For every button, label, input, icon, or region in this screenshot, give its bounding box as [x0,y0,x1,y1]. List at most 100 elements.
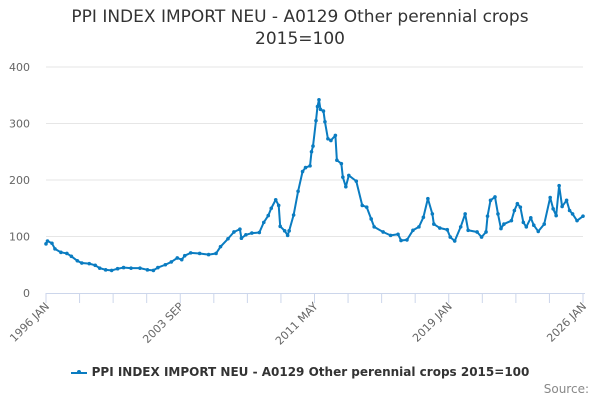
data-point [458,225,463,229]
data-point [354,179,359,183]
legend[interactable]: PPI INDEX IMPORT NEU - A0129 Other peren… [0,365,600,379]
legend-label: PPI INDEX IMPORT NEU - A0129 Other peren… [91,365,530,379]
gridlines [46,66,583,237]
chart-title: PPI INDEX IMPORT NEU - A0129 Other peren… [0,6,600,50]
data-point [109,268,114,273]
data-point [182,253,187,258]
data-point [548,195,552,200]
data-point [445,227,450,232]
data-point [278,224,282,229]
data-point [381,230,385,234]
data-point [273,197,278,202]
data-point [287,229,291,233]
data-point [129,266,133,270]
data-point [502,222,506,226]
data-point [266,213,271,218]
legend-line-symbol-icon [70,370,87,374]
data-point [560,204,564,209]
data-point [239,236,244,240]
x-tick-label: 1996 JAN [7,300,52,345]
data-point [466,228,470,233]
data-point [323,120,327,124]
data-point [59,250,63,255]
data-point [93,263,98,268]
data-point [250,231,254,235]
data-point [452,239,457,243]
data-point [317,97,321,102]
data-point [512,208,517,213]
data-point [484,230,488,234]
data-point [581,214,585,218]
data-point [499,226,503,231]
data-point [303,165,308,170]
series-line [45,98,584,272]
data-point [238,227,242,231]
data-point [360,203,365,208]
data-point [432,222,436,226]
data-point [65,251,69,256]
data-point [339,161,344,166]
data-point [421,215,426,220]
data-point [369,217,373,221]
x-tick-label: 2011 MAY [273,300,321,348]
data-point [475,230,479,234]
data-point [87,261,92,266]
data-point [226,236,230,241]
data-point [232,230,236,234]
data-point [44,242,48,246]
data-point [536,229,541,234]
data-point [309,149,314,154]
data-point [138,266,142,270]
data-point [411,228,415,233]
data-point [151,268,156,273]
data-point [326,136,330,141]
data-point [179,257,184,262]
data-point [364,205,369,209]
data-point [69,254,74,259]
data-point [388,233,393,238]
series-line-group [44,97,585,273]
data-point [515,201,520,206]
data-point [448,235,453,239]
data-point [308,164,312,168]
data-point [206,252,211,257]
data-point [156,265,160,270]
data-point [276,203,281,208]
data-point [542,222,547,226]
data-point [531,223,536,227]
data-point [300,169,305,174]
data-point [244,233,248,237]
y-tick-label: 0 [23,287,30,300]
data-point [399,238,403,243]
data-point [518,205,523,209]
data-point [175,256,180,260]
data-point [509,218,514,223]
data-point [554,213,558,218]
data-point [257,230,262,235]
data-point [282,229,287,233]
data-point [528,216,533,220]
source-label: Source: [543,382,589,396]
data-point [169,260,174,264]
chart-title-line-2: 2015=100 [255,29,345,49]
data-point [314,118,318,123]
data-point [341,175,345,179]
data-point [97,266,102,270]
data-point [524,225,529,229]
data-point [396,232,400,237]
data-point [575,218,579,223]
x-tick-label: 2019 JAN [410,300,455,345]
data-point [557,183,561,188]
data-point [296,189,300,194]
x-tick-label: 2003 SEP [140,300,186,346]
data-point [521,220,526,225]
data-point [344,184,348,189]
data-point [430,212,435,216]
data-point [103,268,108,272]
data-point [329,138,333,143]
data-point [485,214,490,218]
data-point [291,213,296,217]
data-point [214,251,218,256]
data-point [75,258,80,263]
